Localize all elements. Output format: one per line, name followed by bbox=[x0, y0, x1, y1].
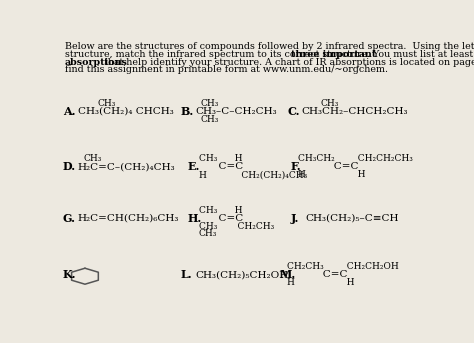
Text: H₂C=CH(CH₂)₆CH₃: H₂C=CH(CH₂)₆CH₃ bbox=[78, 214, 179, 223]
Text: F.: F. bbox=[291, 161, 301, 172]
Text: CH₃: CH₃ bbox=[199, 229, 217, 238]
Text: absorptions: absorptions bbox=[65, 58, 128, 67]
Text: Below are the structures of compounds followed by 2 infrared spectra.  Using the: Below are the structures of compounds fo… bbox=[65, 43, 474, 51]
Text: CH₃      H: CH₃ H bbox=[199, 206, 242, 215]
Text: CH₃: CH₃ bbox=[201, 115, 219, 123]
Text: H.: H. bbox=[188, 213, 202, 224]
Text: G.: G. bbox=[63, 213, 76, 224]
Text: L.: L. bbox=[181, 269, 192, 280]
Text: find this assignment in printable form at www.unm.edu/~orgchem.: find this assignment in printable form a… bbox=[65, 66, 388, 74]
Text: CH₂CH₃        CH₂CH₂OH: CH₂CH₃ CH₂CH₂OH bbox=[287, 262, 399, 271]
Text: E.: E. bbox=[188, 161, 200, 172]
Text: CH₃(CH₂)₄ CHCH₃: CH₃(CH₂)₄ CHCH₃ bbox=[78, 107, 173, 116]
Text: CH₃(CH₂)₅–C≡CH: CH₃(CH₂)₅–C≡CH bbox=[305, 214, 399, 223]
Text: structure, match the infrared spectrum to its correct structure. You must list a: structure, match the infrared spectrum t… bbox=[65, 50, 474, 59]
Text: CH₃       CH₂CH₃: CH₃ CH₂CH₃ bbox=[199, 222, 274, 230]
Text: B.: B. bbox=[181, 106, 194, 117]
Text: H                  H: H H bbox=[287, 278, 355, 287]
Text: C=C: C=C bbox=[298, 162, 358, 171]
Text: CH₃: CH₃ bbox=[83, 154, 101, 163]
Text: C=C: C=C bbox=[199, 214, 243, 223]
Text: H                  H: H H bbox=[298, 170, 365, 179]
Text: K.: K. bbox=[63, 269, 76, 280]
Text: J.: J. bbox=[291, 213, 299, 224]
Text: H            CH₂(CH₂)₄CH₃: H CH₂(CH₂)₄CH₃ bbox=[199, 170, 307, 179]
Text: three important: three important bbox=[292, 50, 377, 59]
Text: CH₃      H: CH₃ H bbox=[199, 154, 242, 163]
Text: CH₃–C–CH₂CH₃: CH₃–C–CH₂CH₃ bbox=[195, 107, 277, 116]
Text: A.: A. bbox=[63, 106, 75, 117]
Text: M.: M. bbox=[280, 269, 296, 280]
Text: that help identify your structure. A chart of IR absorptions is located on page : that help identify your structure. A cha… bbox=[101, 58, 474, 67]
Text: CH₃: CH₃ bbox=[98, 99, 116, 108]
Text: CH₃(CH₂)₅CH₂OH: CH₃(CH₂)₅CH₂OH bbox=[195, 270, 288, 280]
Text: CH₃CH₂–CHCH₂CH₃: CH₃CH₂–CHCH₂CH₃ bbox=[301, 107, 408, 116]
Text: CH₃: CH₃ bbox=[320, 99, 338, 108]
Text: H₂C=C–(CH₂)₄CH₃: H₂C=C–(CH₂)₄CH₃ bbox=[78, 162, 175, 171]
Text: C=C: C=C bbox=[199, 162, 243, 171]
Text: CH₃: CH₃ bbox=[201, 99, 219, 108]
Text: CH₃CH₂        CH₂CH₂CH₃: CH₃CH₂ CH₂CH₂CH₃ bbox=[298, 154, 413, 163]
Text: C=C: C=C bbox=[287, 270, 347, 280]
Text: D.: D. bbox=[63, 161, 76, 172]
Text: C.: C. bbox=[287, 106, 300, 117]
